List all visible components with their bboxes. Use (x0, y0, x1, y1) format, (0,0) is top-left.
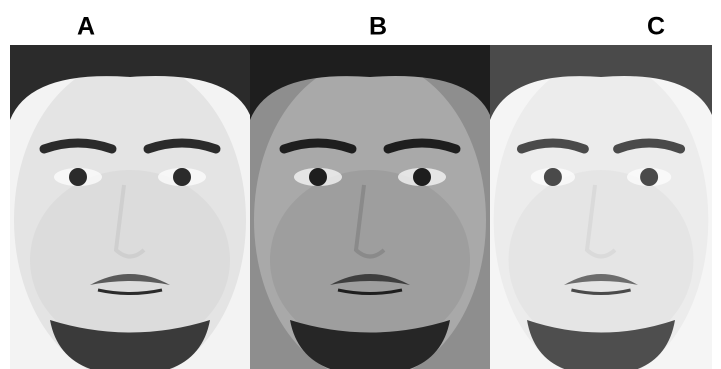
iris (309, 168, 327, 186)
face-photo (10, 45, 250, 369)
iris (413, 168, 431, 186)
iris (173, 168, 191, 186)
panel-label: A (77, 13, 95, 41)
face-photo (250, 45, 490, 369)
page: ABC (() => { const data = JSON.parse(doc… (0, 0, 721, 369)
iris (640, 168, 658, 186)
iris (69, 168, 87, 186)
panel-label: C (647, 13, 665, 41)
panel-label: B (369, 13, 387, 41)
figure: A B C (0, 0, 721, 369)
iris (544, 168, 562, 186)
face-photo (490, 45, 712, 369)
